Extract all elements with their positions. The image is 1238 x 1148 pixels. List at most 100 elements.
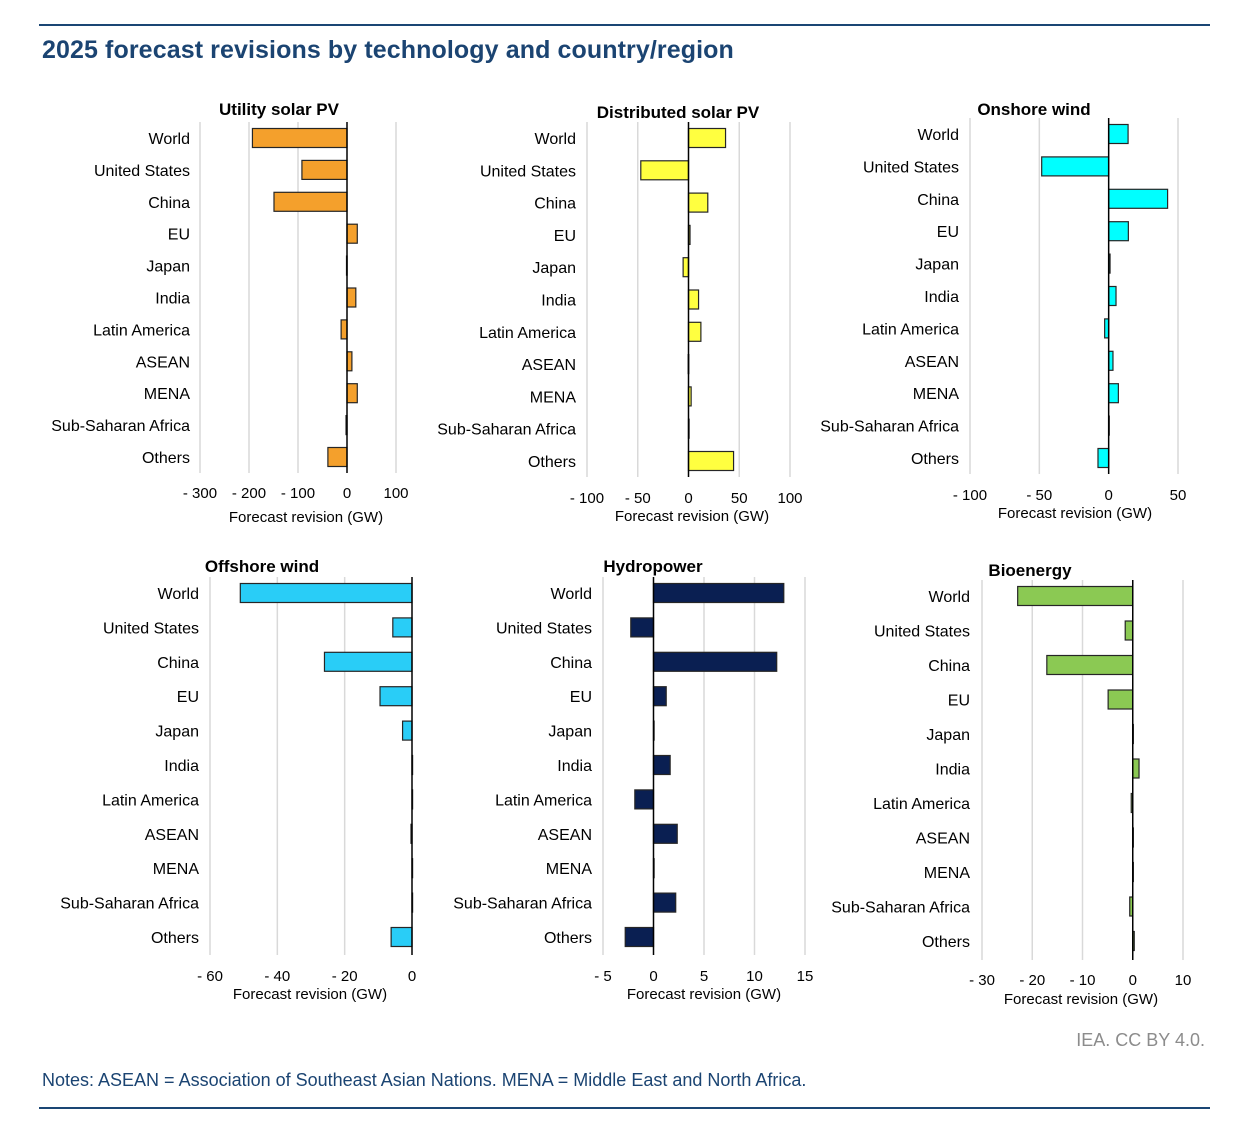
bar — [1132, 758, 1140, 779]
category-label: EU — [937, 224, 959, 241]
chart-title: Distributed solar PV — [597, 103, 760, 122]
x-tick-label: - 100 — [570, 490, 604, 507]
chart-panel-onshore-wind: Onshore wind World United States China EU Jap… — [820, 100, 1186, 522]
category-label: ASEAN — [916, 831, 970, 848]
x-tick-label: - 20 — [332, 968, 358, 985]
category-label: Others — [151, 930, 199, 947]
category-label: MENA — [924, 865, 971, 882]
category-label: Latin America — [495, 792, 592, 809]
category-label: China — [148, 195, 190, 212]
category-label: Japan — [155, 724, 199, 741]
bar — [687, 192, 709, 213]
chart-panel-bioenergy: Bioenergy World United States China EU Japan I… — [831, 561, 1191, 1008]
category-label: Others — [544, 930, 592, 947]
category-label: World — [929, 589, 971, 606]
category-label: Others — [142, 450, 190, 467]
bar — [390, 926, 413, 948]
bar — [239, 582, 413, 604]
bar — [624, 926, 655, 948]
bar — [1108, 221, 1129, 242]
bar — [1107, 689, 1134, 710]
category-label: India — [557, 758, 592, 775]
category-label: Sub-Saharan Africa — [453, 896, 592, 913]
category-label: China — [928, 658, 970, 675]
category-label: Japan — [926, 727, 970, 744]
category-label: Latin America — [862, 321, 959, 338]
bar — [1041, 156, 1110, 177]
x-axis-label: Forecast revision (GW) — [998, 505, 1152, 522]
category-label: Sub-Saharan Africa — [820, 419, 959, 436]
category-label: United States — [496, 620, 592, 637]
chart-panel-hydropower: Hydropower World United States China EU Japan… — [453, 557, 813, 1003]
x-tick-label: 0 — [408, 968, 416, 985]
bar — [687, 127, 727, 149]
category-label: China — [534, 196, 576, 213]
x-tick-label: - 50 — [625, 490, 651, 507]
bar — [1046, 654, 1134, 676]
top-rule — [39, 24, 1210, 26]
chart-panel-offshore-wind: Offshore wind World United States China EU Ja… — [60, 557, 416, 1003]
bar — [640, 160, 690, 181]
x-axis-label: Forecast revision (GW) — [233, 986, 387, 1003]
category-label: Japan — [915, 257, 959, 274]
category-label: Sub-Saharan Africa — [60, 896, 199, 913]
bar — [1108, 285, 1117, 307]
category-label: Latin America — [479, 325, 576, 342]
category-label: MENA — [144, 386, 191, 403]
x-tick-label: 0 — [343, 485, 351, 502]
x-tick-label: - 200 — [232, 485, 266, 502]
bar — [1108, 383, 1119, 404]
category-label: MENA — [546, 861, 593, 878]
chart-title: Hydropower — [603, 557, 703, 576]
bar — [634, 789, 655, 810]
chart-panel-utility-solar-pv: Utility solar PV World United States China E… — [51, 100, 408, 526]
chart-title: Bioenergy — [988, 561, 1072, 580]
bar — [1124, 620, 1134, 641]
category-label: India — [935, 762, 970, 779]
x-tick-label: - 40 — [264, 968, 290, 985]
x-tick-label: - 100 — [281, 485, 315, 502]
category-label: United States — [103, 620, 199, 637]
category-label: Latin America — [873, 796, 970, 813]
bar — [392, 617, 413, 638]
chart-title: Utility solar PV — [219, 100, 340, 119]
category-label: United States — [874, 624, 970, 641]
category-label: India — [924, 289, 959, 306]
chart-title: Offshore wind — [205, 557, 319, 576]
category-label: Sub-Saharan Africa — [831, 900, 970, 917]
x-tick-label: - 300 — [183, 485, 217, 502]
category-label: ASEAN — [136, 354, 190, 371]
category-label: Sub-Saharan Africa — [51, 418, 190, 435]
x-tick-label: 0 — [1129, 972, 1137, 989]
category-label: ASEAN — [145, 827, 199, 844]
chart-panel-distributed-solar-pv: Distributed solar PV World United States Ch… — [437, 103, 802, 525]
bar — [682, 257, 690, 278]
category-label: Japan — [146, 259, 190, 276]
bar — [327, 446, 348, 468]
x-tick-label: 50 — [1170, 487, 1187, 504]
bar — [273, 191, 348, 212]
category-label: MENA — [153, 861, 200, 878]
x-tick-label: - 60 — [197, 968, 223, 985]
bar — [379, 686, 413, 707]
bar — [652, 686, 667, 707]
category-label: United States — [863, 159, 959, 176]
x-tick-label: 100 — [383, 485, 408, 502]
category-label: India — [164, 758, 199, 775]
category-label: World — [535, 131, 577, 148]
category-label: ASEAN — [538, 827, 592, 844]
bar — [346, 223, 358, 244]
category-label: China — [917, 192, 959, 209]
x-tick-label: - 30 — [969, 972, 995, 989]
bar — [652, 754, 671, 776]
x-tick-label: 100 — [777, 490, 802, 507]
notes-text: Notes: ASEAN = Association of Southeast … — [42, 1070, 807, 1090]
bar — [1097, 447, 1110, 469]
category-label: World — [918, 127, 960, 144]
x-tick-label: 0 — [649, 968, 657, 985]
bar — [630, 617, 655, 638]
bar — [687, 321, 702, 342]
x-axis-label: Forecast revision (GW) — [627, 986, 781, 1003]
bar — [652, 582, 785, 604]
